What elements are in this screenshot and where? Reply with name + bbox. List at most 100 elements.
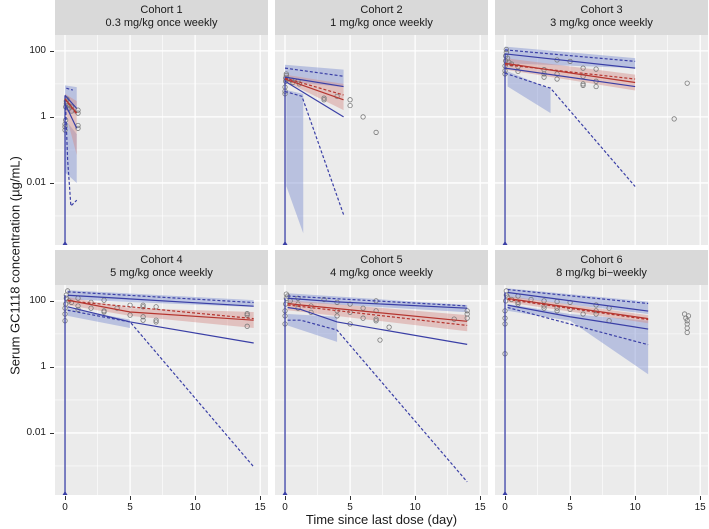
blq-marker: [62, 491, 68, 495]
observed-p5-line: [64, 103, 78, 129]
observed-point: [68, 108, 75, 114]
y-axis-title: Serum GC1118 concentration (µg/mL): [7, 156, 23, 375]
simulated-p95-line: [507, 288, 649, 305]
x-tick-mark: [700, 496, 702, 500]
observed-point: [68, 299, 75, 305]
panel-title: Cohort 6: [580, 254, 623, 266]
observed-median-line: [64, 98, 78, 114]
observed-p95-line: [64, 94, 78, 109]
ci-band-p5: [287, 313, 338, 342]
observed-point: [386, 324, 392, 330]
observed-point: [580, 65, 586, 71]
panel-plot: [495, 285, 708, 495]
observed-point: [580, 81, 586, 87]
observed-point: [114, 305, 120, 311]
panel-subtitle: 8 mg/kg bi−weekly: [556, 267, 647, 279]
x-tick-mark: [480, 496, 482, 500]
y-tick-mark: [50, 432, 54, 434]
observed-point: [140, 302, 146, 308]
observed-point: [63, 98, 69, 104]
observed-point: [684, 318, 690, 324]
x-tick-label: 5: [127, 502, 133, 513]
observed-point: [334, 313, 340, 319]
observed-median-line: [504, 62, 636, 84]
x-tick-mark: [260, 496, 262, 500]
observed-point: [75, 303, 81, 309]
panel-plot: [495, 35, 708, 245]
simulated-p5-line: [67, 309, 255, 468]
x-tick-mark: [415, 496, 417, 500]
panel-plot: [275, 285, 488, 495]
observed-point: [63, 301, 69, 307]
observed-point: [347, 97, 353, 103]
x-tick-label: 15: [254, 502, 266, 513]
observed-point: [685, 313, 692, 319]
observed-median-line: [284, 78, 344, 101]
y-tick-mark: [50, 50, 54, 52]
panel-title: Cohort 4: [140, 254, 183, 266]
observed-p95-line: [507, 291, 649, 312]
observed-point: [75, 125, 81, 131]
observed-point: [127, 312, 133, 318]
y-tick-label: 1: [40, 110, 46, 122]
y-tick-label: 0.01: [26, 176, 46, 188]
observed-point: [373, 316, 379, 322]
ci-band-p5: [507, 304, 649, 375]
x-tick-label: 10: [409, 502, 421, 513]
observed-p95-line: [504, 53, 636, 69]
observed-point: [503, 288, 509, 294]
panel-title: Cohort 2: [360, 4, 403, 16]
observed-median-line: [67, 299, 254, 321]
panel-subtitle: 5 mg/kg once weekly: [110, 267, 213, 279]
simulated-p95-line: [67, 291, 254, 304]
ci-band-p95: [507, 288, 649, 314]
simulated-median-line: [64, 98, 78, 115]
panel-title: Cohort 5: [360, 254, 403, 266]
ci-band-median: [285, 74, 344, 111]
blq-marker: [502, 491, 508, 495]
panel-plot: [275, 35, 488, 245]
panel-title: Cohort 1: [140, 4, 183, 16]
observed-point: [554, 308, 560, 314]
panel-subtitle: 4 mg/kg once weekly: [330, 267, 433, 279]
observed-point: [671, 116, 677, 122]
observed-point: [554, 71, 560, 77]
observed-point: [506, 59, 512, 65]
x-tick-label: 10: [629, 502, 641, 513]
x-tick-mark: [195, 496, 197, 500]
x-tick-mark: [130, 496, 132, 500]
observed-point: [244, 311, 250, 317]
observed-point: [684, 329, 690, 336]
observed-point: [101, 309, 107, 315]
observed-point: [244, 323, 250, 329]
simulated-p5-line: [65, 106, 78, 208]
observed-point: [554, 76, 560, 82]
observed-point: [140, 304, 146, 310]
x-tick-label: 10: [189, 502, 201, 513]
observed-point: [373, 308, 379, 314]
observed-point: [360, 114, 366, 120]
panel-subtitle: 3 mg/kg once weekly: [550, 17, 653, 29]
panel-title: Cohort 3: [580, 4, 623, 16]
observed-point: [244, 312, 250, 318]
simulated-p5-line: [287, 319, 468, 483]
x-tick-mark: [285, 496, 287, 500]
observed-point: [321, 296, 327, 303]
observed-point: [153, 304, 159, 310]
observed-point: [360, 305, 366, 311]
observed-point: [321, 95, 327, 101]
x-tick-label: 0: [502, 502, 508, 513]
panel-subtitle: 1 mg/kg once weekly: [330, 17, 433, 29]
x-tick-label: 0: [62, 502, 68, 513]
observed-point: [503, 46, 509, 53]
observed-point: [140, 314, 146, 320]
y-tick-label: 1: [40, 360, 46, 372]
observed-p5-line: [287, 306, 468, 345]
observed-point: [373, 318, 379, 324]
observed-point: [63, 295, 69, 301]
ci-band-p5: [507, 71, 551, 114]
x-tick-mark: [505, 496, 507, 500]
observed-point: [515, 68, 521, 74]
x-tick-label: 5: [347, 502, 353, 513]
